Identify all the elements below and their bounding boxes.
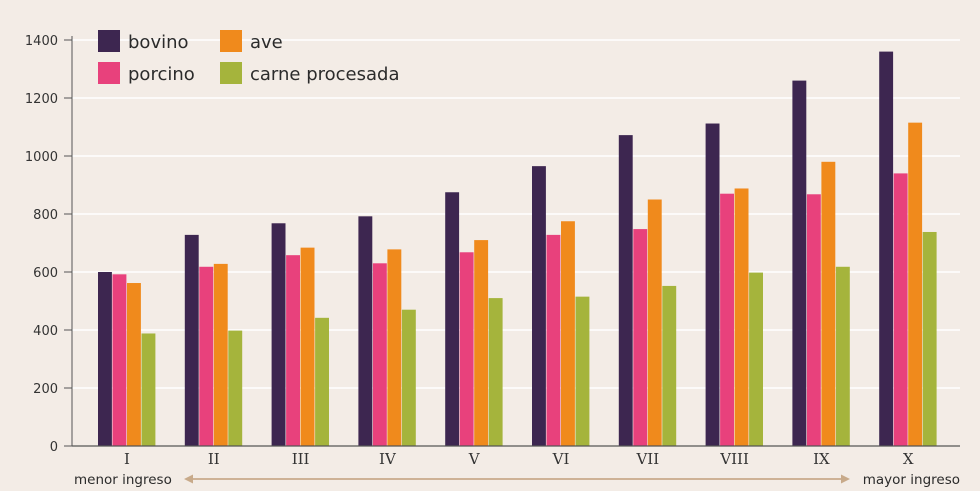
legend-swatch-ave [220,30,242,52]
x-tick-label: VII [635,450,659,468]
bar-porcino-II [199,266,214,446]
arrow-left-icon [184,474,193,484]
annotation-menor-ingreso: menor ingreso [74,472,172,488]
bar-ave-VI [561,221,575,446]
bar-ave-X [908,122,923,447]
bar-bovino-VII [618,135,633,446]
bar-bovino-II [184,234,199,446]
legend-swatch-porcino [98,62,120,84]
bar-carne-procesada-IV [401,309,416,446]
legend-label-carne-procesada: carne procesada [250,64,400,85]
x-tick-label: IX [813,450,830,468]
bar-bovino-IX [792,80,807,446]
x-tick-label: VI [552,450,570,468]
bar-bovino-I [98,272,112,446]
bar-ave-VIII [734,188,749,447]
bar-carne-procesada-III [315,317,329,446]
bar-carne-procesada-VII [662,285,677,446]
y-tick-label: 1200 [25,92,58,107]
bar-ave-II [213,263,228,446]
legend-swatch-carne-procesada [220,62,242,84]
bar-bovino-VIII [705,123,720,447]
bar-porcino-VII [633,229,648,446]
income-annotation: menor ingreso mayor ingreso [74,472,960,488]
y-axis: 0 200 400 600 800 1000 1200 1400 [25,34,73,455]
y-tick-label: 400 [33,324,58,339]
x-tick-label: I [124,450,130,468]
x-tick-label: IV [379,450,397,468]
y-tick-label: 200 [33,382,58,397]
x-tick-label: VIII [719,450,749,468]
bar-porcino-IV [372,263,387,446]
bar-ave-IV [387,249,402,446]
bar-porcino-VI [546,234,561,446]
bar-porcino-I [112,274,127,446]
y-tick-label: 600 [33,266,58,281]
bar-carne-procesada-I [141,333,156,446]
bar-carne-procesada-II [228,330,243,446]
legend-label-ave: ave [250,32,283,53]
bar-ave-III [300,247,315,446]
bar-porcino-III [286,255,300,446]
bar-porcino-V [459,252,474,446]
arrow-right-icon [841,474,850,484]
bar-carne-procesada-VIII [749,272,763,446]
bar-ave-VII [647,199,662,446]
bar-carne-procesada-IX [835,266,850,446]
bar-porcino-X [893,173,908,446]
bar-ave-IX [821,161,836,447]
bar-bovino-IV [358,216,373,446]
bar-carne-procesada-X [922,231,937,446]
y-tick-label: 800 [33,208,58,223]
bar-ave-I [127,283,141,446]
x-tick-label: X [903,450,914,468]
x-tick-label: II [208,450,220,468]
x-axis: I II III IV V VI VII VIII IX X [72,445,960,468]
y-tick-label: 1400 [25,34,58,49]
bar-bovino-V [445,192,460,446]
y-tick-label: 0 [50,440,58,455]
legend-label-bovino: bovino [128,32,189,53]
legend-label-porcino: porcino [128,64,195,85]
bar-bovino-VI [532,166,546,446]
bar-ave-V [474,240,489,446]
bar-carne-procesada-V [488,298,503,446]
y-tick-label: 1000 [25,150,58,165]
bar-bovino-X [879,51,894,446]
legend: bovino ave porcino carne procesada [98,30,400,85]
x-tick-label: III [292,450,310,468]
bar-carne-procesada-VI [575,296,590,446]
annotation-mayor-ingreso: mayor ingreso [863,472,960,488]
legend-swatch-bovino [98,30,120,52]
bar-porcino-IX [806,194,821,446]
x-tick-label: V [468,450,481,468]
bars [98,51,937,447]
bar-bovino-III [271,223,286,446]
bar-porcino-VIII [720,193,734,446]
